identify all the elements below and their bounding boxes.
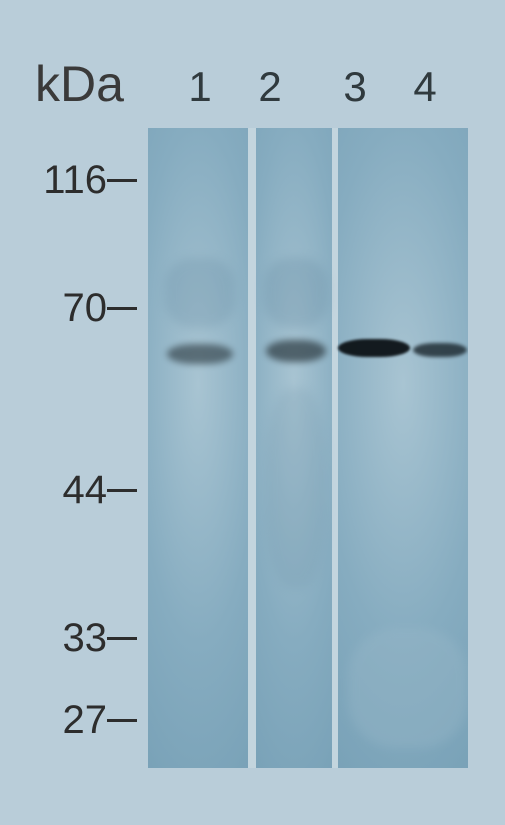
mw-marker-tick bbox=[107, 179, 137, 182]
smear-4 bbox=[348, 628, 468, 748]
lane-label-2: 2 bbox=[249, 63, 291, 111]
mw-marker-116: 116 bbox=[32, 160, 137, 200]
band-lane-2 bbox=[266, 340, 326, 362]
lane-label-4: 4 bbox=[404, 63, 446, 111]
blot-strip-1 bbox=[148, 128, 248, 768]
mw-marker-tick bbox=[107, 719, 137, 722]
band-lane-1 bbox=[167, 344, 233, 364]
mw-marker-27: 27 bbox=[32, 700, 137, 740]
smear-3 bbox=[266, 388, 326, 588]
mw-marker-value: 44 bbox=[32, 470, 107, 510]
band-lane-4 bbox=[413, 343, 467, 357]
kda-unit-label: kDa bbox=[35, 55, 124, 113]
smear-1 bbox=[165, 258, 235, 328]
band-lane-3 bbox=[338, 339, 410, 357]
lane-label-3: 3 bbox=[334, 63, 376, 111]
mw-marker-value: 27 bbox=[32, 700, 107, 740]
mw-marker-70: 70 bbox=[32, 288, 137, 328]
mw-marker-value: 33 bbox=[32, 618, 107, 658]
mw-marker-value: 70 bbox=[32, 288, 107, 328]
blot-membrane bbox=[148, 128, 468, 768]
mw-marker-tick bbox=[107, 489, 137, 492]
mw-marker-tick bbox=[107, 637, 137, 640]
western-blot-figure: kDa 116 70 44 33 27 1234 bbox=[0, 0, 505, 825]
mw-marker-33: 33 bbox=[32, 618, 137, 658]
mw-marker-value: 116 bbox=[32, 160, 107, 200]
mw-marker-44: 44 bbox=[32, 470, 137, 510]
mw-marker-tick bbox=[107, 307, 137, 310]
lane-label-1: 1 bbox=[179, 63, 221, 111]
smear-2 bbox=[264, 258, 328, 328]
